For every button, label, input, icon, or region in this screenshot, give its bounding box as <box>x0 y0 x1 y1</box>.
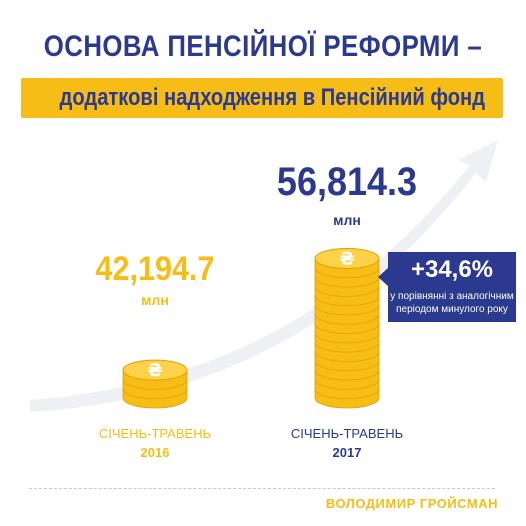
bar-stack-1: ₴ <box>314 248 380 409</box>
growth-note: у порівнянні з аналогічним періодом мину… <box>390 291 514 315</box>
category-label-line: СІЧЕНЬ-ТРАВЕНЬ <box>98 426 212 441</box>
page-subtitle: додаткові надходження в Пенсійний фонд <box>59 84 486 111</box>
category-label-1: СІЧЕНЬ-ТРАВЕНЬ 2017 <box>257 424 437 462</box>
coin-top <box>122 359 188 381</box>
hryvnia-icon: ₴ <box>147 360 162 381</box>
badge-pointer <box>378 268 388 286</box>
footer-divider <box>29 488 495 489</box>
data-label-0: 42,194.7 <box>95 250 215 288</box>
growth-badge <box>388 252 516 322</box>
unit-label-0: млн <box>141 292 169 308</box>
category-label-0: СІЧЕНЬ-ТРАВЕНЬ 2016 <box>65 424 245 462</box>
category-label-line: СІЧЕНЬ-ТРАВЕНЬ <box>290 426 404 441</box>
unit-label-1: млн <box>333 212 361 228</box>
subtitle-band <box>21 78 503 118</box>
growth-percent: +34,6% <box>410 256 494 283</box>
coin-top <box>314 248 380 269</box>
data-label-1: 56,814.3 <box>276 160 418 204</box>
category-label-line: 2017 <box>332 445 362 460</box>
author-name: ВОЛОДИМИР ГРОЙСМАН <box>325 496 498 511</box>
bar-stack-0: ₴ <box>122 359 188 409</box>
page-title: ОСНОВА ПЕНСІЙНОЇ РЕФОРМИ – <box>43 30 483 63</box>
hryvnia-icon: ₴ <box>339 249 354 270</box>
category-label-line: 2016 <box>140 445 170 460</box>
